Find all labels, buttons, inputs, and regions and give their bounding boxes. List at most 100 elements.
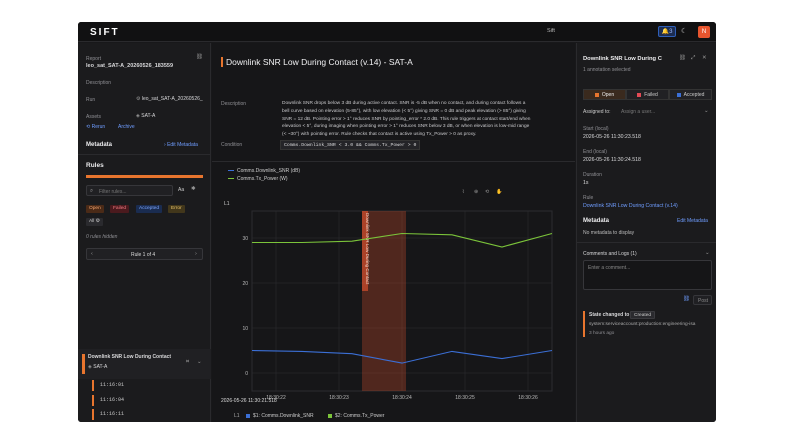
annotation-time-item[interactable]: 11:16:04	[92, 394, 172, 406]
chevron-down-icon: ⌄	[704, 108, 709, 114]
rule-list-item[interactable]	[78, 349, 211, 379]
filter-all[interactable]: All ⚙	[86, 218, 103, 226]
state-time-ago: 3 hours ago	[589, 331, 615, 336]
satellite-icon: ◈	[136, 113, 142, 119]
rule-link[interactable]: Downlink SNR Low During Contact (v.14)	[583, 203, 678, 209]
run-value[interactable]: ⚙ leo_sat_SAT-A_20260526_	[136, 96, 203, 102]
description-line: bell curve based on elevation (5-85°), w…	[282, 108, 526, 114]
footer-axis-label: L1	[234, 413, 240, 419]
status-open-button[interactable]: Open	[583, 89, 626, 100]
series-line-snr	[251, 349, 553, 364]
chevron-left-icon[interactable]: ‹	[91, 251, 93, 257]
expand-icon[interactable]: ⤢	[691, 55, 696, 61]
footer-snr-label: $1: Comms.Downlink_SNR	[253, 413, 314, 419]
avatar[interactable]: N	[698, 26, 710, 38]
legend-swatch-green	[228, 177, 234, 180]
footer-series-tx[interactable]: $2: Comms.Tx_Power	[328, 413, 384, 419]
annotation-time-item[interactable]: 11:16:01	[92, 380, 172, 391]
condition-code: Comms.Downlink_SNR < 3.0 && Comms.Tx_Pow…	[280, 140, 421, 150]
legend-tx-power[interactable]: Comms.Tx_Power (W)	[228, 176, 288, 182]
report-label: Report	[86, 56, 102, 62]
run-icon: ⚙	[136, 96, 142, 102]
link-icon[interactable]: ⛓	[679, 55, 686, 61]
no-metadata-text: No metadata to display	[583, 230, 635, 236]
divider	[577, 242, 716, 243]
failed-label: Failed	[644, 92, 658, 98]
chevron-down-icon[interactable]: ⌄	[197, 359, 202, 365]
series-line-tx-power	[252, 232, 553, 248]
filter-rules-input[interactable]: ⌕ Filter rules...	[86, 185, 173, 196]
filter-error[interactable]: Error	[168, 205, 185, 213]
moon-icon[interactable]: ☾	[681, 28, 688, 35]
x-tick-label: 18:30:24	[392, 395, 412, 401]
footer-swatch-green	[328, 413, 332, 418]
assign-placeholder: Assign a user...	[621, 109, 656, 115]
center-panel: Downlink SNR Low During Contact (v.14) -…	[212, 43, 575, 422]
filter-placeholder: Filter rules...	[99, 188, 127, 195]
footer-series-snr[interactable]: $1: Comms.Downlink_SNR	[246, 413, 314, 419]
title-accent	[221, 57, 223, 67]
annotation-time-item[interactable]: 11:16:11	[92, 409, 172, 420]
open-label: Open	[601, 92, 615, 98]
post-button[interactable]: Post	[693, 295, 712, 305]
pan-hand-icon[interactable]: ✋	[496, 189, 503, 195]
legend-snr[interactable]: Comms.Downlink_SNR (dB)	[228, 168, 300, 174]
filter-failed[interactable]: Failed	[110, 205, 130, 213]
x-tick-label: 18:30:26	[518, 395, 538, 401]
status-failed-button[interactable]: Failed	[626, 89, 669, 100]
attachment-icon[interactable]: ⛓	[683, 296, 690, 302]
failed-dot	[637, 92, 642, 97]
accepted-label: Accepted	[683, 92, 705, 98]
rule-title: Downlink SNR Low During Contact	[88, 354, 172, 360]
x-tick-label: 18:30:23	[329, 395, 349, 401]
comment-textarea[interactable]: Enter a comment...	[583, 260, 712, 290]
legend-swatch-blue	[228, 169, 234, 172]
end-value: 2026-05-26 11:30:24.518	[583, 157, 641, 163]
top-bar: SIFT Sift 🔔3 ☾ N	[78, 22, 716, 42]
filter-open[interactable]: Open	[86, 205, 104, 213]
search-icon: ⌕	[90, 188, 94, 194]
case-toggle[interactable]: Aa	[178, 187, 185, 193]
footer-swatch-blue	[246, 413, 250, 418]
y-tick-label: 0	[245, 371, 248, 377]
status-accepted-button[interactable]: Accepted	[669, 89, 712, 100]
comment-placeholder: Enter a comment...	[588, 265, 631, 271]
edit-metadata-link[interactable]: Edit Metadata	[677, 218, 708, 224]
regex-toggle-icon[interactable]: ✱	[191, 186, 196, 192]
filter-accepted[interactable]: Accepted	[136, 205, 163, 213]
x-tick-label: 18:30:25	[455, 395, 475, 401]
sift-logo[interactable]: SIFT	[90, 27, 120, 38]
rerun-button[interactable]: ⟲ Rerun	[86, 124, 105, 130]
reset-icon[interactable]: ⟲	[485, 189, 490, 195]
telemetry-line-chart[interactable]: 0 10 20 30 18:30:22 18:30:23 18:30:24 18:30:25 1…	[212, 203, 575, 413]
asset-value[interactable]: ◈ SAT-A	[136, 113, 155, 119]
annotation-title: Downlink SNR Low During C	[583, 56, 662, 62]
x-tick-label: 18:30:22	[266, 395, 286, 401]
start-value: 2026-05-26 11:30:23.518	[583, 134, 641, 140]
report-name[interactable]: leo_sat_SAT-A_20260526_183559	[86, 63, 174, 69]
close-icon[interactable]: ✕	[702, 55, 707, 61]
annotation-region	[362, 211, 406, 391]
comments-heading[interactable]: Comments and Logs (1)	[583, 251, 637, 257]
annotation-label: Downlink SNR Low During Contact	[365, 213, 370, 285]
assign-user-select[interactable]: Assign a user... ⌄	[617, 106, 712, 117]
description-label: Description	[221, 101, 247, 107]
notification-bell-icon[interactable]: 🔔3	[658, 26, 676, 37]
link-icon[interactable]: ⛓	[196, 54, 203, 60]
log-marker	[583, 311, 585, 337]
legend-snr-label: Comms.Downlink_SNR (dB)	[237, 168, 301, 174]
chevron-right-icon: ›	[164, 142, 168, 148]
line-chart-icon[interactable]: ⌇	[462, 189, 465, 195]
chevron-down-icon[interactable]: ⌄	[705, 250, 710, 256]
chevron-right-icon[interactable]: ›	[195, 251, 197, 257]
pager-label: Rule 1 of 4	[131, 252, 156, 258]
chart-icon[interactable]: ⌗	[186, 359, 190, 365]
edit-metadata-link[interactable]: › Edit Metadata	[164, 142, 198, 148]
rule-asset-name: SAT-A	[93, 364, 108, 370]
rule-status-marker	[82, 354, 85, 374]
archive-button[interactable]: Archive	[118, 124, 135, 130]
start-label: Start (local)	[583, 126, 609, 132]
app-window: SIFT Sift 🔔3 ☾ N Report ⛓ leo_sat_SAT-A_…	[78, 22, 716, 422]
zoom-icon[interactable]: ⊕	[474, 189, 479, 195]
metadata-heading: Metadata	[583, 218, 610, 224]
